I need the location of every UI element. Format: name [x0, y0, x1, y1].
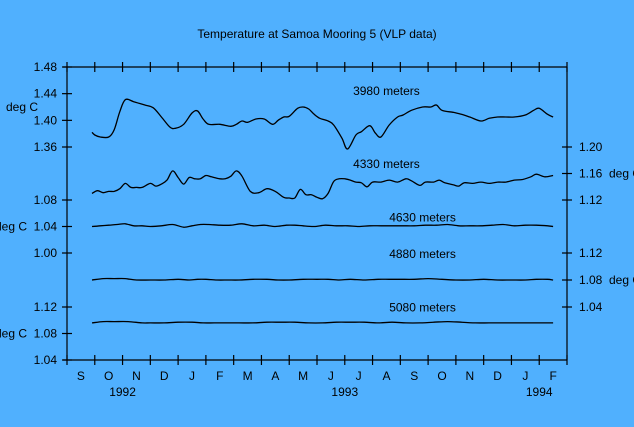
y-tick-label: 1.08: [34, 327, 58, 341]
y-tick-label: 1.04: [34, 353, 58, 367]
y-tick-label: 1.12: [34, 300, 58, 314]
x-tick-label: O: [104, 369, 113, 383]
y-tick-label: 1.04: [579, 300, 603, 314]
series-line-5080-meters: [91, 320, 554, 324]
series-label-3980-meters: 3980 meters: [353, 84, 420, 98]
chart-title: Temperature at Samoa Mooring 5 (VLP data…: [197, 27, 436, 41]
series-label-5080-meters: 5080 meters: [389, 300, 456, 314]
y-unit-label: deg C: [0, 220, 27, 234]
year-label: 1992: [109, 385, 136, 399]
series-lines: 3980 meters 4330 meters 4630 meters 4880 me…: [91, 84, 554, 324]
x-tick-label: A: [271, 369, 279, 383]
x-tick-label: M: [243, 369, 253, 383]
series-line-3980-meters: [91, 98, 554, 150]
x-tick-label: F: [216, 369, 223, 383]
x-tick-label: J: [328, 369, 334, 383]
y-tick-label: 1.40: [34, 113, 58, 127]
series-label-4880-meters: 4880 meters: [389, 247, 456, 261]
y-tick-label: 1.00: [34, 246, 58, 260]
series-line-4630-meters: [91, 223, 554, 228]
x-tick-label: O: [437, 369, 446, 383]
y-unit-label: deg C: [0, 327, 27, 341]
plot-frame: [63, 66, 568, 361]
y-tick-label: 1.08: [34, 193, 58, 207]
series-label-4330-meters: 4330 meters: [353, 157, 420, 171]
x-tick-label: J: [356, 369, 362, 383]
x-tick-label: F: [549, 369, 556, 383]
y-tick-label: 1.08: [579, 273, 603, 287]
x-tick-label: S: [410, 369, 418, 383]
y-tick-label: 1.12: [579, 246, 603, 260]
x-tick-label: A: [382, 369, 390, 383]
y-tick-label: 1.44: [34, 87, 58, 101]
y-unit-label: deg C: [609, 167, 634, 181]
y-tick-label: 1.04: [34, 220, 58, 234]
year-label: 1993: [331, 385, 358, 399]
x-tick-label: S: [77, 369, 85, 383]
series-line-4330-meters: [91, 170, 554, 200]
series-label-4630-meters: 4630 meters: [389, 211, 456, 225]
series-line-4880-meters: [91, 277, 554, 281]
x-tick-label: D: [493, 369, 502, 383]
y-tick-label: 1.36: [34, 140, 58, 154]
x-tick-label: J: [522, 369, 528, 383]
year-label: 1994: [526, 385, 553, 399]
x-tick-label: M: [298, 369, 308, 383]
y-tick-label: 1.12: [579, 193, 603, 207]
y-tick-label: 1.16: [579, 167, 603, 181]
y-axes: 1.48 1.44 1.40 1.36 deg C 1.08 1.04 deg C 1.00 1.…: [0, 60, 634, 367]
x-axis: S O N D J F M A M J J A S O N D J F 1992 1993 1994: [66, 62, 568, 399]
x-tick-label: D: [160, 369, 169, 383]
x-tick-label: J: [189, 369, 195, 383]
x-tick-label: N: [465, 369, 474, 383]
y-tick-label: 1.20: [579, 140, 603, 154]
y-unit-label: deg C: [6, 100, 38, 114]
y-tick-label: 1.48: [34, 60, 58, 74]
y-unit-label: deg C: [609, 273, 634, 287]
x-tick-label: N: [132, 369, 141, 383]
